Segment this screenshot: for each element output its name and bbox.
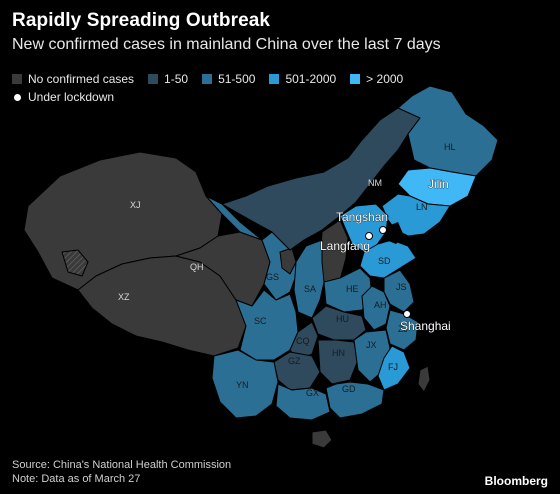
legend-row-lockdown: Under lockdown bbox=[12, 88, 552, 106]
legend-item-over-2000: > 2000 bbox=[350, 72, 403, 86]
label-gz: GZ bbox=[288, 356, 301, 366]
province-sd bbox=[359, 239, 417, 279]
province-hu bbox=[311, 305, 367, 341]
source-note: Source: China's National Health Commissi… bbox=[12, 458, 231, 486]
source-text: Source: China's National Health Commissi… bbox=[12, 459, 232, 471]
province-hainan bbox=[311, 429, 333, 449]
legend-label-over-2000: > 2000 bbox=[366, 72, 404, 86]
disputed-area bbox=[61, 249, 89, 277]
label-xj: XJ bbox=[130, 200, 141, 210]
bohai-sea bbox=[386, 222, 404, 244]
chart-subtitle: New confirmed cases in mainland China ov… bbox=[12, 36, 441, 53]
city-label-langfang: Langfang bbox=[320, 239, 370, 253]
label-sc: SC bbox=[254, 316, 267, 326]
province-labels: XJ XZ QH NM HL Jilin LN SD HE JS AH ZJ S… bbox=[118, 142, 456, 398]
note-text: Note: Data as of March 27 bbox=[12, 473, 141, 485]
label-gs: GS bbox=[266, 272, 279, 282]
legend-swatch-none bbox=[12, 74, 22, 84]
label-yn: YN bbox=[236, 380, 249, 390]
label-zj: ZJ bbox=[398, 324, 408, 334]
legend-swatch-501-2000 bbox=[269, 74, 280, 84]
marker-shanghai bbox=[403, 310, 411, 318]
label-jilin: Jilin bbox=[428, 177, 449, 191]
legend-label-1-50: 1-50 bbox=[164, 72, 189, 86]
legend-row-categories: No confirmed cases 1-50 51-500 501-2000 … bbox=[12, 70, 552, 88]
province-gz bbox=[273, 351, 321, 391]
province-yn bbox=[211, 349, 279, 419]
legend-label-none: No confirmed cases bbox=[28, 72, 135, 86]
marker-tangshan bbox=[379, 226, 387, 234]
label-xz: XZ bbox=[118, 292, 130, 302]
province-jilin bbox=[397, 167, 477, 207]
label-qh: QH bbox=[190, 262, 204, 272]
label-gx: GX bbox=[306, 388, 319, 398]
legend-swatch-51-500 bbox=[202, 74, 213, 84]
label-js: JS bbox=[396, 282, 407, 292]
city-label-tangshan: Tangshan bbox=[336, 210, 388, 224]
label-jx: JX bbox=[366, 340, 377, 350]
province-taiwan bbox=[417, 365, 431, 393]
label-hn: HN bbox=[332, 348, 345, 358]
label-hl: HL bbox=[444, 142, 456, 152]
province-gx bbox=[275, 383, 331, 421]
province-gd bbox=[325, 381, 385, 419]
legend-swatch-1-50 bbox=[148, 74, 159, 84]
lockdown-dot-icon bbox=[14, 93, 21, 101]
label-he: HE bbox=[346, 284, 359, 294]
legend-item-1-50: 1-50 bbox=[148, 72, 188, 86]
label-ah: AH bbox=[374, 300, 387, 310]
city-label-shanghai: Shanghai bbox=[400, 319, 451, 333]
label-ln: LN bbox=[416, 202, 428, 212]
legend-swatch-over-2000 bbox=[350, 74, 361, 84]
province-hn bbox=[317, 339, 359, 385]
province-hl bbox=[397, 85, 499, 177]
bloomberg-logo: Bloomberg bbox=[484, 474, 548, 488]
label-sa: SA bbox=[304, 284, 316, 294]
label-sd: SD bbox=[378, 256, 391, 266]
legend-item-501-2000: 501-2000 bbox=[269, 72, 336, 86]
legend-label-501-2000: 501-2000 bbox=[285, 72, 337, 86]
label-nm: NM bbox=[368, 178, 382, 188]
label-gd: GD bbox=[342, 384, 356, 394]
province-hebei bbox=[339, 203, 389, 253]
chart-title: Rapidly Spreading Outbreak bbox=[12, 10, 271, 31]
province-fj bbox=[377, 345, 411, 391]
province-gs bbox=[205, 195, 299, 301]
province-ah bbox=[361, 285, 391, 331]
marker-langfang bbox=[365, 232, 373, 240]
label-cq: CQ bbox=[296, 336, 310, 346]
lockdown-markers: Tangshan Langfang Shanghai bbox=[320, 210, 451, 334]
legend: No confirmed cases 1-50 51-500 501-2000 … bbox=[12, 70, 552, 106]
legend-label-lockdown: Under lockdown bbox=[28, 90, 115, 104]
legend-item-none: No confirmed cases bbox=[12, 72, 134, 86]
legend-item-51-500: 51-500 bbox=[202, 72, 255, 86]
label-hu: HU bbox=[336, 314, 349, 324]
label-fj: FJ bbox=[388, 362, 398, 372]
legend-label-51-500: 51-500 bbox=[218, 72, 256, 86]
province-sa bbox=[293, 239, 325, 319]
